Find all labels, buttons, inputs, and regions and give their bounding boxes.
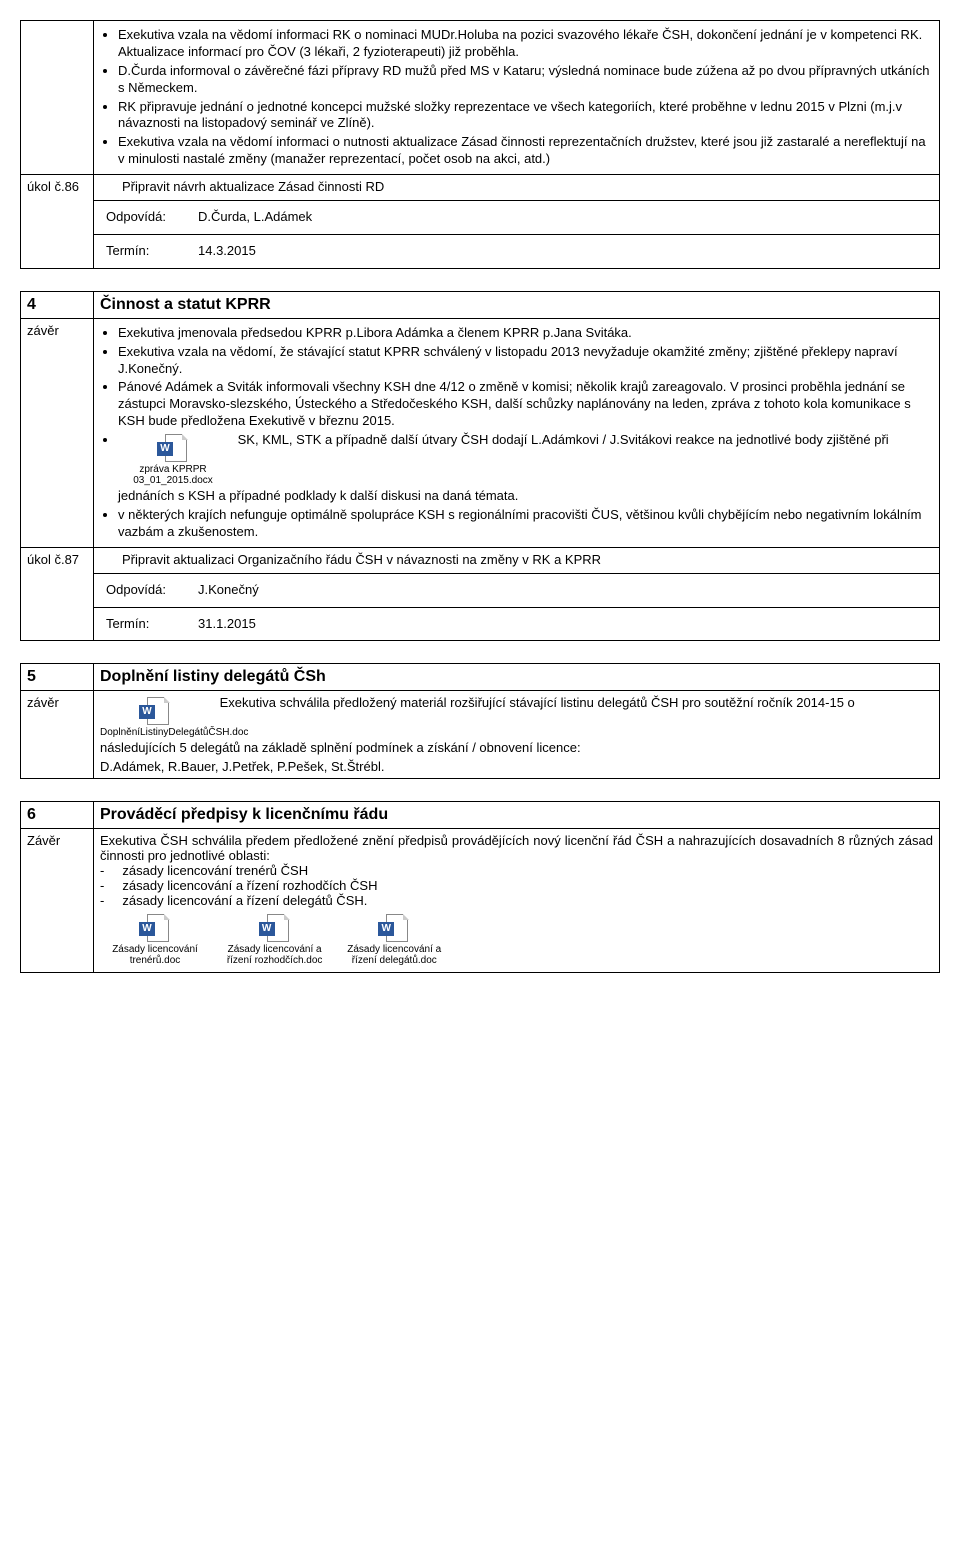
attachment-caption: Zásady licencování trenérů.doc	[100, 944, 210, 966]
attachment-caption: zpráva KPRPR 03_01_2015.docx	[118, 464, 228, 486]
section4-odpovida-row: Odpovídá: J.Konečný	[94, 573, 940, 607]
section3-odpovida-row: Odpovídá: D.Čurda, L.Adámek	[94, 201, 940, 235]
dash-item: - zásady licencování a řízení rozhodčích…	[100, 878, 933, 893]
bullet-tail-text: SK, KML, STK a případně další útvary ČSH…	[118, 432, 889, 503]
dash-item: - zásady licencování a řízení delegátů Č…	[100, 893, 933, 908]
section4-body: Exekutiva jmenovala předsedou KPRR p.Lib…	[94, 318, 940, 547]
odpovida-value: D.Čurda, L.Adámek	[192, 205, 933, 230]
word-icon: W	[259, 914, 291, 942]
word-icon: W	[378, 914, 410, 942]
section4-bullets: Exekutiva jmenovala předsedou KPRR p.Lib…	[118, 325, 933, 541]
termin-value: 31.1.2015	[192, 612, 933, 637]
list-item: Exekutiva vzala na vědomí informaci o nu…	[118, 134, 933, 168]
word-icon: W	[139, 914, 171, 942]
task-text: Připravit aktualizaci Organizačního řádu…	[122, 552, 601, 567]
section5-title: Doplnění listiny delegátů ČSh	[100, 668, 326, 685]
termin-label: Termín:	[100, 612, 192, 637]
section-6: 6 Prováděcí předpisy k licenčnímu řádu Z…	[20, 801, 940, 973]
list-item: Exekutiva jmenovala předsedou KPRR p.Lib…	[118, 325, 933, 342]
dash-text: zásady licencování a řízení rozhodčích Č…	[122, 878, 377, 893]
list-item: RK připravuje jednání o jednotné koncepc…	[118, 99, 933, 133]
word-attachment-icon[interactable]: W zpráva KPRPR 03_01_2015.docx	[118, 434, 228, 486]
dash-item: - zásady licencování trenérů ČSH	[100, 863, 933, 878]
section6-title-cell: Prováděcí předpisy k licenčnímu řádu	[94, 802, 940, 829]
section4-title-cell: Činnost a statut KPRR	[94, 291, 940, 318]
section6-attachments: W Zásady licencování trenérů.doc W Zásad…	[100, 912, 933, 968]
dash-text: zásady licencování trenérů ČSH	[122, 863, 308, 878]
section3-left-empty	[21, 21, 94, 175]
list-item: Pánové Adámek a Sviták informovali všech…	[118, 379, 933, 430]
section5-zaver-label: závěr	[21, 691, 94, 779]
word-attachment-icon[interactable]: W DoplněníListinyDelegátůČSH.doc	[100, 697, 210, 738]
attachment-caption: DoplněníListinyDelegátůČSH.doc	[100, 727, 210, 738]
termin-label: Termín:	[100, 239, 192, 264]
word-attachment-icon[interactable]: W Zásady licencování trenérů.doc	[100, 914, 210, 966]
list-item: W zpráva KPRPR 03_01_2015.docx SK, KML, …	[118, 432, 933, 505]
list-item: Exekutiva vzala na vědomí, že stávající …	[118, 344, 933, 378]
odpovida-label: Odpovídá:	[100, 205, 192, 230]
section3-task-line: Připravit návrh aktualizace Zásad činnos…	[94, 175, 940, 201]
section4-task-line: Připravit aktualizaci Organizačního řádu…	[94, 547, 940, 573]
task-text: Připravit návrh aktualizace Zásad činnos…	[122, 179, 384, 194]
section3-task-label: úkol č.86	[21, 175, 94, 269]
section6-body: Exekutiva ČSH schválila předem předložen…	[94, 829, 940, 973]
word-attachment-icon[interactable]: W Zásady licencování a řízení delegátů.d…	[339, 914, 449, 966]
section5-title-cell: Doplnění listiny delegátů ČSh	[94, 664, 940, 691]
section4-num: 4	[21, 291, 94, 318]
word-icon: W	[157, 434, 189, 462]
section5-names: D.Adámek, R.Bauer, J.Petřek, P.Pešek, St…	[100, 759, 933, 774]
section3-bullets: Exekutiva vzala na vědomí informaci RK o…	[118, 27, 933, 168]
dash-text: zásady licencování a řízení delegátů ČSH…	[122, 893, 367, 908]
section6-num: 6	[21, 802, 94, 829]
section5-num: 5	[21, 664, 94, 691]
list-item: Exekutiva vzala na vědomí informaci RK o…	[118, 27, 933, 61]
section-3-tail: Exekutiva vzala na vědomí informaci RK o…	[20, 20, 940, 269]
attachment-caption: Zásady licencování a řízení delegátů.doc	[339, 944, 449, 966]
section3-termin-row: Termín: 14.3.2015	[94, 234, 940, 268]
section3-bullets-cell: Exekutiva vzala na vědomí informaci RK o…	[94, 21, 940, 175]
section5-text: Exekutiva schválila předložený materiál …	[100, 695, 855, 755]
section4-zaver-label: závěr	[21, 318, 94, 547]
section-4: 4 Činnost a statut KPRR závěr Exekutiva …	[20, 291, 940, 642]
word-icon: W	[139, 697, 171, 725]
section5-body: W DoplněníListinyDelegátůČSH.doc Exekuti…	[94, 691, 940, 779]
section4-task-label: úkol č.87	[21, 547, 94, 641]
word-attachment-icon[interactable]: W Zásady licencování a řízení rozhodčích…	[220, 914, 330, 966]
list-item: D.Čurda informoval o závěrečné fázi příp…	[118, 63, 933, 97]
section6-title: Prováděcí předpisy k licenčnímu řádu	[100, 806, 388, 823]
termin-value: 14.3.2015	[192, 239, 933, 264]
section6-zaver-label: Závěr	[21, 829, 94, 973]
odpovida-label: Odpovídá:	[100, 578, 192, 603]
attachment-caption: Zásady licencování a řízení rozhodčích.d…	[220, 944, 330, 966]
list-item: v některých krajích nefunguje optimálně …	[118, 507, 933, 541]
section-5: 5 Doplnění listiny delegátů ČSh závěr W …	[20, 663, 940, 779]
section4-termin-row: Termín: 31.1.2015	[94, 607, 940, 641]
section4-title: Činnost a statut KPRR	[100, 296, 271, 313]
odpovida-value: J.Konečný	[192, 578, 933, 603]
section6-para: Exekutiva ČSH schválila předem předložen…	[100, 833, 933, 863]
